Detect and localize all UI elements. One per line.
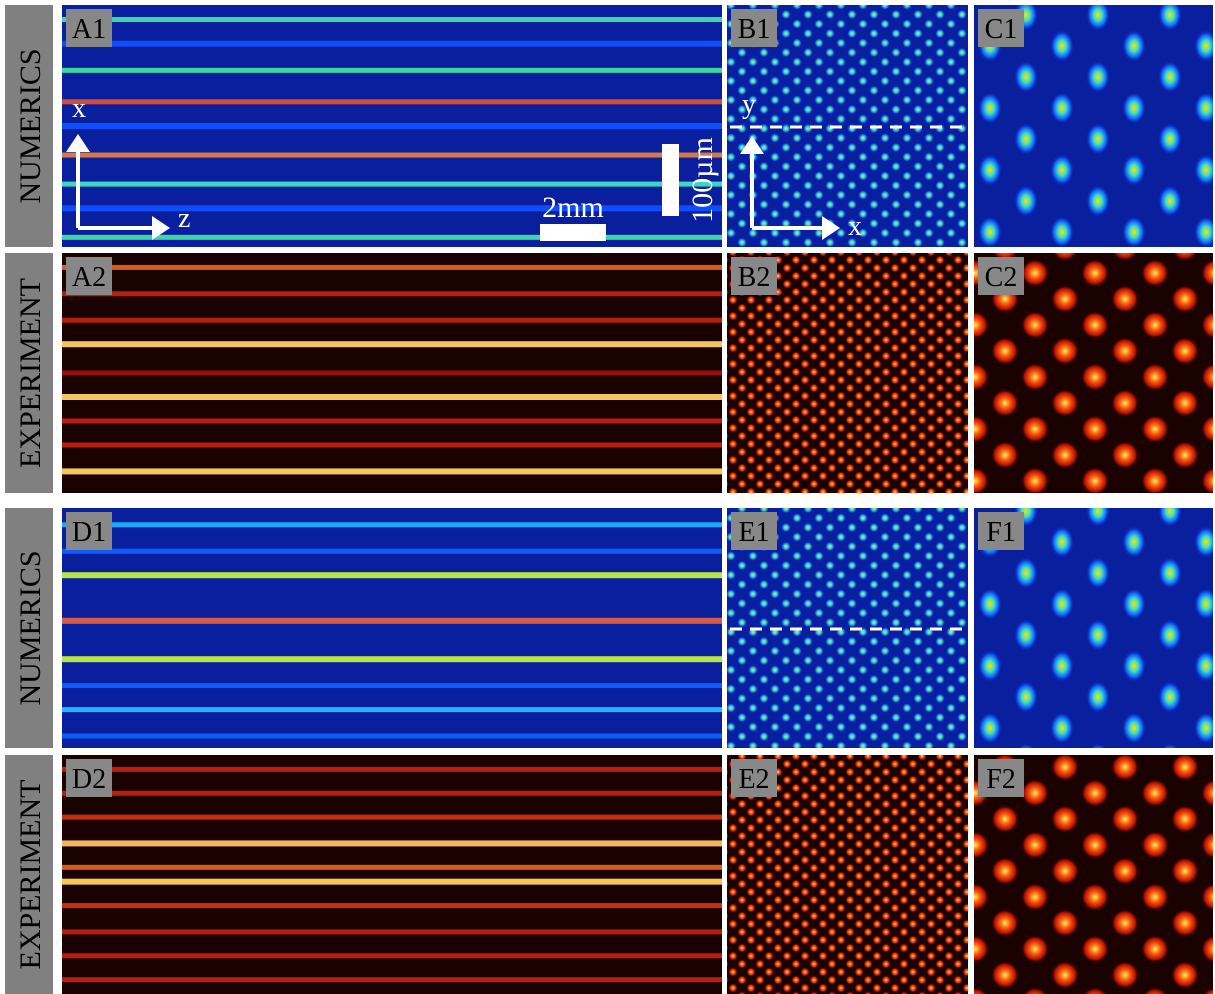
stripe (62, 341, 722, 348)
stripe (62, 683, 722, 689)
stripe (62, 790, 722, 796)
panel-label: F2 (986, 764, 1016, 795)
arrowhead (740, 136, 764, 154)
stripe (62, 99, 722, 105)
panel-label-bg (978, 759, 1024, 797)
panel-label-bg (978, 9, 1024, 47)
panel-label: B2 (738, 262, 771, 293)
stripe (62, 878, 722, 885)
panel-label-bg (978, 512, 1024, 550)
stripe (62, 17, 722, 23)
panel-label-bg (731, 759, 777, 797)
row-label: NUMERICS (14, 550, 47, 705)
panel-label: A2 (72, 262, 106, 293)
stripe (62, 468, 722, 475)
stripe (62, 394, 722, 400)
axis-label: x (848, 211, 862, 242)
stripe (62, 814, 722, 820)
stripe (62, 840, 722, 847)
scale-label: 100µm (686, 137, 719, 223)
stripe (62, 864, 722, 870)
stripe (62, 234, 722, 240)
row-label-bg (5, 755, 53, 994)
scale-bar (662, 144, 679, 216)
scale-label: 2mm (542, 191, 604, 224)
panel-label: C1 (985, 14, 1018, 45)
stripe (62, 617, 722, 624)
stripe (62, 766, 722, 772)
panel-label: A1 (72, 14, 106, 45)
stripe (62, 418, 722, 424)
axis-label: x (72, 93, 86, 124)
row-label: NUMERICS (14, 48, 47, 203)
row-label-bg (5, 5, 53, 247)
arrowhead (822, 216, 840, 240)
stripe (62, 264, 722, 270)
row-label-bg (5, 508, 53, 748)
panel-label-bg (731, 9, 777, 47)
panel-label: E1 (738, 517, 769, 548)
stripe (62, 548, 722, 554)
axis-label: y (742, 89, 756, 120)
stripe (62, 442, 722, 448)
stripe (62, 733, 722, 739)
stripe (62, 370, 722, 376)
arrowhead (152, 216, 170, 240)
panels: NUMERICS A1 B1 C1 EXPERIMENT A2 B2 C2 NUMERICS D1… (5, 5, 1213, 994)
panel-label: D1 (72, 517, 106, 548)
panel-label-bg (978, 257, 1024, 295)
arrowhead (66, 134, 90, 152)
panel-label-bg (66, 759, 112, 797)
panel-label-bg (731, 257, 777, 295)
stripe (62, 152, 722, 158)
panel-label: F1 (986, 517, 1016, 548)
stripe (62, 656, 722, 663)
stripe (62, 977, 722, 983)
stripe (62, 123, 722, 129)
stripe (62, 317, 722, 323)
row-label: EXPERIMENT (14, 278, 47, 468)
stripe (62, 572, 722, 579)
stripe (62, 291, 722, 297)
panel-label: B1 (738, 14, 771, 45)
stripe (62, 67, 722, 73)
row-label-bg (5, 253, 53, 493)
annotations: x z 2mm 100µm y x (66, 89, 968, 631)
stripe (62, 903, 722, 909)
panel-label-bg (731, 512, 777, 550)
scale-bar (540, 224, 606, 241)
panel-label-bg (66, 9, 112, 47)
stripe (62, 40, 722, 47)
stripe (62, 522, 722, 528)
axis-label: z (178, 203, 190, 234)
panel-label: D2 (72, 764, 106, 795)
stripe (62, 181, 722, 187)
panel-label: E2 (738, 764, 769, 795)
stripe (62, 953, 722, 959)
row-label: EXPERIMENT (14, 780, 47, 970)
stripe (62, 707, 722, 713)
panel-label-bg (66, 257, 112, 295)
panel-label-bg (66, 512, 112, 550)
panel-label: C2 (985, 262, 1018, 293)
stripe (62, 205, 722, 212)
stripe (62, 929, 722, 935)
